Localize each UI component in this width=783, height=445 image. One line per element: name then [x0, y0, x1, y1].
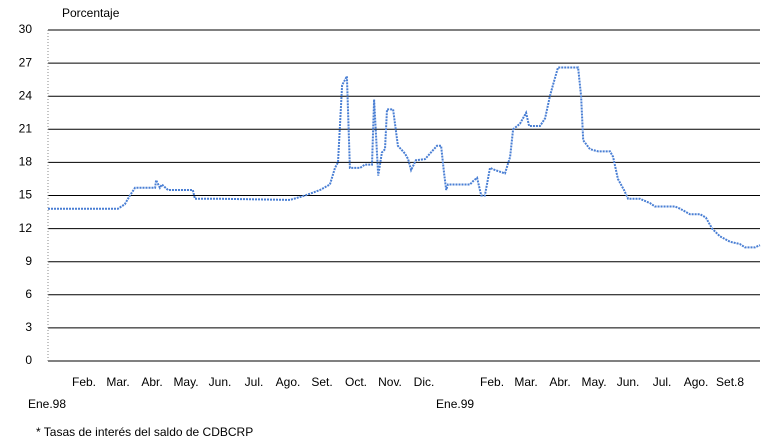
x-tick-label: Abr.: [549, 375, 570, 389]
x-tick-label: Ago.: [684, 375, 709, 389]
x-tick-label: Set.8: [716, 375, 744, 389]
y-axis-title: Porcentaje: [62, 6, 120, 20]
y-tick-label: 6: [25, 287, 32, 301]
x-tick-label: May.: [173, 375, 198, 389]
y-tick-label: 12: [19, 221, 33, 235]
x-tick-label: Ene.99: [436, 397, 474, 411]
y-tick-label: 27: [19, 55, 33, 69]
x-tick-label: Feb.: [72, 375, 96, 389]
y-tick-label: 3: [25, 320, 32, 334]
y-tick-label: 9: [25, 254, 32, 268]
x-tick-label: Jun.: [209, 375, 232, 389]
x-tick-label: Jun.: [617, 375, 640, 389]
x-tick-label: Ago.: [276, 375, 301, 389]
x-tick-label: Jul.: [653, 375, 672, 389]
y-tick-label: 18: [19, 155, 33, 169]
y-tick-label: 30: [19, 22, 33, 36]
footnote: * Tasas de interés del saldo de CDBCRP: [36, 425, 253, 439]
y-tick-label: 24: [19, 88, 33, 102]
x-tick-label: Oct.: [345, 375, 367, 389]
x-tick-label: Set.: [311, 375, 332, 389]
y-tick-label: 0: [25, 353, 32, 367]
x-tick-label: Ene.98: [28, 397, 66, 411]
y-tick-label: 21: [19, 121, 33, 135]
data-line: [48, 66, 761, 249]
x-tick-label: Abr.: [141, 375, 162, 389]
x-tick-label: Dic.: [414, 375, 435, 389]
x-tick-label: Mar.: [106, 375, 129, 389]
x-tick-label: Nov.: [378, 375, 402, 389]
x-tick-label: Feb.: [480, 375, 504, 389]
x-tick-label: Mar.: [514, 375, 537, 389]
y-tick-label: 15: [19, 188, 33, 202]
x-tick-label: Jul.: [245, 375, 264, 389]
x-tick-label: May.: [581, 375, 606, 389]
